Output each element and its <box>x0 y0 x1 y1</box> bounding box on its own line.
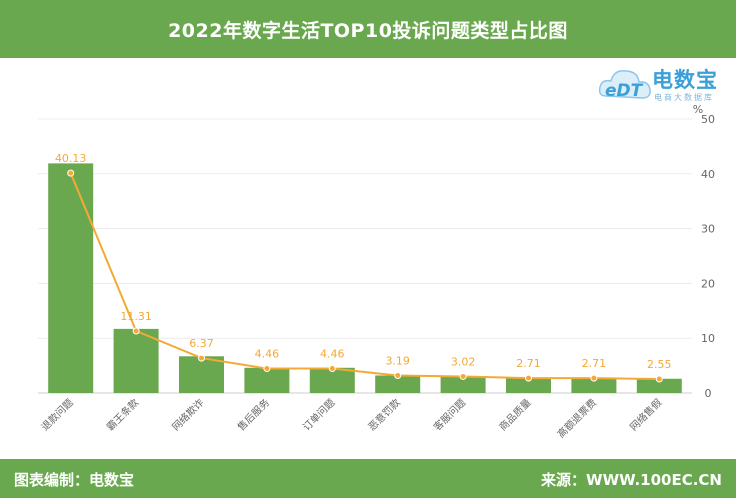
chart-title: 2022年数字生活TOP10投诉问题类型占比图 <box>168 19 568 42</box>
y-tick-label: 30 <box>701 223 715 236</box>
data-label: 3.02 <box>451 355 476 368</box>
y-tick-label: 50 <box>701 113 715 126</box>
line-point <box>67 169 75 177</box>
x-tick-label: 商品质量 <box>496 396 533 433</box>
x-tick-label: 客服问题 <box>431 396 468 433</box>
data-label: 40.13 <box>55 152 87 165</box>
x-tick-label: 订单问题 <box>300 396 337 433</box>
line-point <box>263 365 271 373</box>
data-label: 2.71 <box>516 357 541 370</box>
y-unit-label: % <box>693 103 703 116</box>
line-point <box>655 375 663 383</box>
bar <box>440 376 486 393</box>
data-label: 2.55 <box>647 358 672 371</box>
y-tick-label: 40 <box>701 168 715 181</box>
x-tick-label: 退款问题 <box>38 396 75 433</box>
x-tick-label: 高额退票费 <box>554 396 599 441</box>
data-label: 4.46 <box>320 348 345 361</box>
logo-brand: 电数宝 <box>652 68 718 92</box>
line-point <box>132 327 140 335</box>
bar-line-chart: 0 10 20 30 40 50% 40.13 11.31 6.37 4.46 4.46 3.19 3.… <box>38 103 715 441</box>
data-label: 3.19 <box>385 355 410 368</box>
x-tick-label: 恶意罚款 <box>365 396 402 433</box>
line-point <box>590 374 598 382</box>
logo-mark: eDT <box>605 81 644 101</box>
bar <box>179 356 224 393</box>
y-tick-label: 20 <box>701 277 715 290</box>
data-label: 11.31 <box>120 310 152 323</box>
bar <box>571 377 617 393</box>
line-point <box>394 372 402 380</box>
bar <box>506 377 551 393</box>
bar <box>48 163 94 393</box>
x-tick-label: 网络售假 <box>627 396 664 433</box>
x-tick-label: 售后服务 <box>235 396 272 433</box>
bar <box>113 328 159 393</box>
line-point <box>198 354 205 362</box>
x-tick-label: 霸王条款 <box>104 396 141 433</box>
data-label: 6.37 <box>189 337 214 350</box>
footer-bar: 图表编制：电数宝 来源：WWW.100EC.CN <box>0 459 736 498</box>
x-tick-label: 网络欺诈 <box>169 396 206 433</box>
line-point <box>459 372 467 380</box>
data-label: 4.46 <box>255 348 280 361</box>
bar <box>375 375 421 393</box>
y-tick-label: 0 <box>705 387 712 400</box>
data-label: 2.71 <box>582 357 607 370</box>
bar <box>636 378 682 393</box>
line-point <box>328 365 336 373</box>
line-series <box>69 172 660 381</box>
logo-tagline: 电商大数据库 <box>654 93 714 102</box>
cloud-logo-icon: eDT <box>598 69 651 101</box>
y-tick-label: 10 <box>701 332 715 345</box>
footer-credit: 图表编制：电数宝 <box>14 471 135 489</box>
brand-logo: eDT 电数宝 电商大数据库 <box>596 62 726 108</box>
line-point <box>525 374 532 382</box>
footer-source: 来源：WWW.100EC.CN <box>541 471 722 489</box>
chart-title-bar: 2022年数字生活TOP10投诉问题类型占比图 <box>0 0 736 58</box>
